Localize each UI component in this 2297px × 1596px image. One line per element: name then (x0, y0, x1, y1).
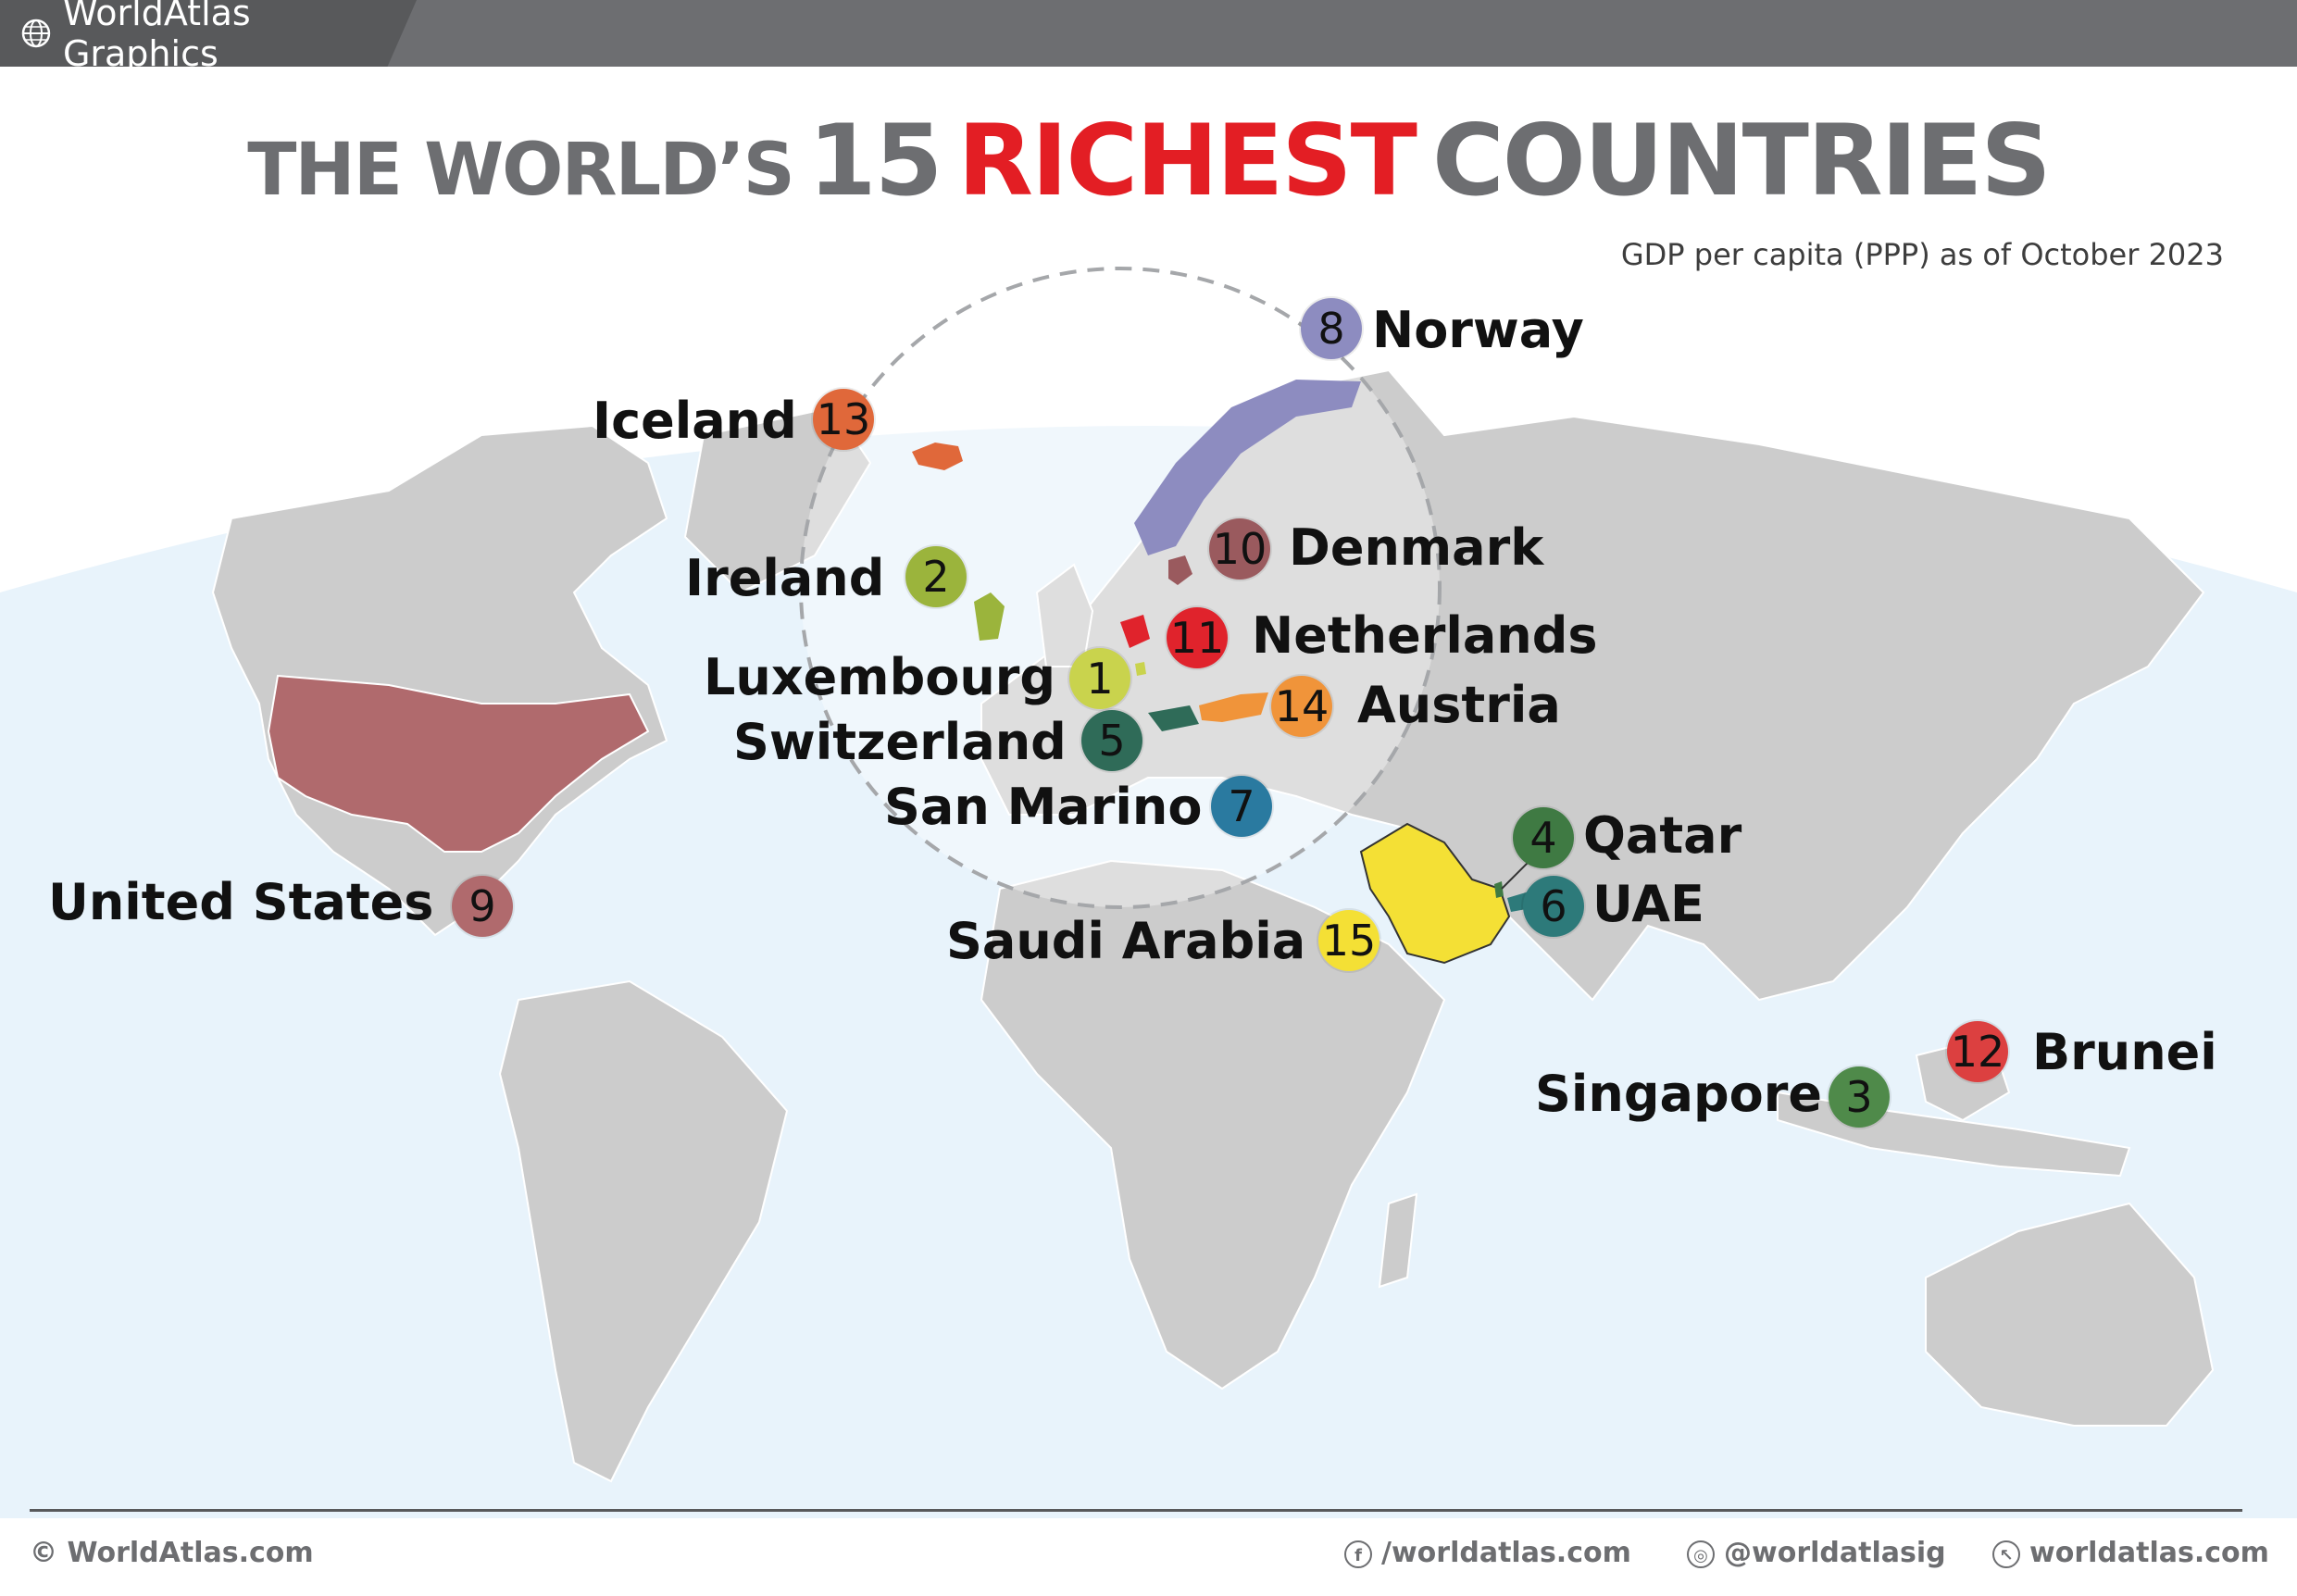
badge-brunei: 12 (1947, 1021, 2008, 1082)
cursor-icon: ↖ (1992, 1540, 2020, 1568)
brand-name: WorldAtlas Graphics (62, 0, 251, 74)
badge-uae: 6 (1523, 876, 1584, 937)
country-iceland (912, 443, 963, 470)
label-austria: Austria (1357, 676, 1561, 734)
label-brunei: Brunei (2032, 1023, 2217, 1081)
country-austria (1199, 692, 1268, 722)
badge-iceland: 13 (813, 389, 874, 450)
badge-united-states: 9 (452, 876, 513, 937)
badge-austria: 14 (1271, 676, 1332, 737)
landmass-madagascar (1378, 1192, 1418, 1289)
badge-luxembourg: 1 (1069, 648, 1130, 709)
label-san-marino: San Marino (884, 778, 1203, 836)
subtitle: GDP per capita (PPP) as of October 2023 (1620, 237, 2224, 272)
footer-facebook[interactable]: f/worldatlas.com (1344, 1537, 1631, 1569)
title-part-4: COUNTRIES (1431, 104, 2052, 218)
country-saudi-arabia (1359, 822, 1511, 965)
instagram-icon: ◎ (1687, 1540, 1715, 1568)
badge-singapore: 3 (1829, 1066, 1890, 1128)
badge-saudi-arabia: 15 (1318, 910, 1379, 971)
label-qatar: Qatar (1583, 806, 1742, 865)
badge-san-marino: 7 (1211, 776, 1272, 837)
brand-tab[interactable]: WorldAtlas Graphics (0, 0, 417, 67)
country-qatar (1494, 881, 1504, 898)
badge-denmark: 10 (1209, 518, 1270, 580)
label-luxembourg: Luxembourg (704, 648, 1056, 706)
landmass-uk (1035, 563, 1094, 667)
globe-icon (21, 19, 51, 48)
footer-website[interactable]: ↖ worldatlas.com (1992, 1537, 2269, 1569)
title-part-3: RICHEST (957, 104, 1417, 218)
badge-qatar: 4 (1513, 807, 1574, 868)
country-netherlands (1120, 615, 1150, 648)
country-ireland (974, 592, 1005, 641)
badge-norway: 8 (1301, 298, 1362, 359)
country-luxembourg (1135, 662, 1146, 676)
badge-netherlands: 11 (1167, 607, 1228, 668)
facebook-icon: f (1344, 1540, 1372, 1568)
label-iceland: Iceland (593, 392, 797, 450)
label-norway: Norway (1372, 301, 1584, 359)
badge-ireland: 2 (905, 546, 967, 607)
europe-highlight-circle (799, 267, 1442, 909)
country-switzerland (1148, 705, 1199, 731)
label-united-states: United States (48, 873, 434, 931)
title-part-1: THE WORLD’S (247, 129, 795, 212)
landmass-north-america (211, 424, 668, 937)
footer-instagram[interactable]: ◎ @worldatlasig (1687, 1537, 1946, 1569)
label-netherlands: Netherlands (1252, 606, 1598, 665)
label-singapore: Singapore (1535, 1065, 1822, 1123)
footer-divider (30, 1509, 2242, 1512)
page-title: THE WORLD’S 15 RICHEST COUNTRIES (0, 104, 2297, 218)
label-denmark: Denmark (1289, 518, 1544, 577)
country-denmark (1168, 555, 1192, 585)
title-part-2: 15 (807, 104, 943, 218)
label-ireland: Ireland (685, 549, 885, 607)
label-uae: UAE (1592, 875, 1704, 933)
label-saudi-arabia: Saudi Arabia (946, 912, 1306, 970)
badge-switzerland: 5 (1081, 710, 1142, 771)
landmass-africa (980, 859, 1446, 1390)
country-united-states (267, 674, 650, 853)
footer-copyright: © WorldAtlas.com (30, 1537, 314, 1569)
landmass-south-america (498, 979, 789, 1483)
country-norway (1134, 380, 1361, 555)
label-switzerland: Switzerland (733, 713, 1067, 771)
landmass-australia (1925, 1202, 2215, 1427)
